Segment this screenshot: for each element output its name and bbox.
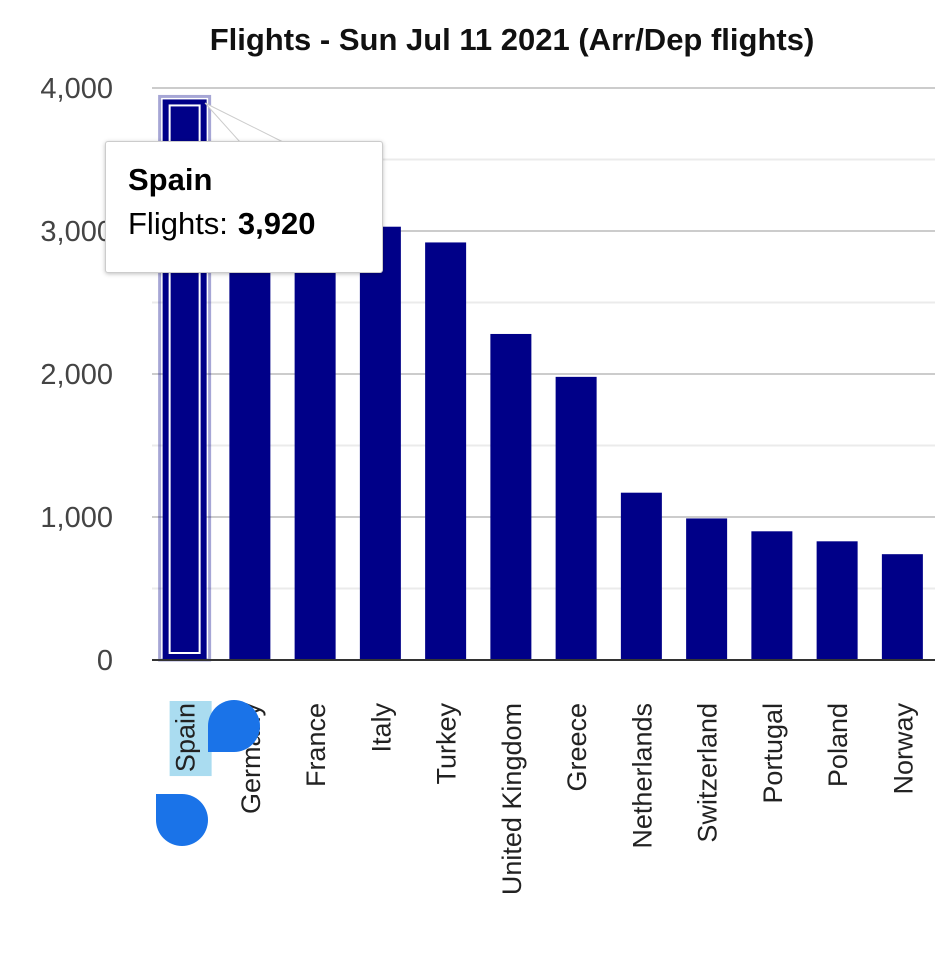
chart-title: Flights - Sun Jul 11 2021 (Arr/Dep fligh… bbox=[210, 22, 815, 57]
bar bbox=[229, 238, 271, 660]
y-tick-label: 0 bbox=[97, 645, 113, 677]
y-tick-label: 3,000 bbox=[40, 216, 113, 248]
bar-highlight-outline bbox=[168, 104, 201, 654]
x-tick-label: Italy bbox=[366, 703, 396, 753]
x-axis-ticks: Spain Germany France Italy Turkey United King… bbox=[171, 703, 919, 896]
x-tick-label: Norway bbox=[888, 703, 918, 795]
tooltip-category: Spain bbox=[128, 162, 213, 197]
x-label-selection bbox=[169, 701, 212, 777]
x-tick-label-selection bbox=[169, 701, 212, 777]
tooltip-pointer bbox=[204, 102, 284, 143]
y-axis-ticks: 0 1,000 2,000 3,000 4,000 bbox=[40, 73, 113, 677]
tooltip-row: Flights: 3,920 bbox=[128, 206, 360, 242]
x-tick-label: Netherlands bbox=[627, 703, 657, 849]
x-tick-label: Greece bbox=[562, 703, 592, 792]
x-tick-label: Switzerland bbox=[693, 703, 723, 843]
x-tick-label: Portugal bbox=[758, 703, 788, 804]
tooltip-label: Flights: bbox=[128, 206, 228, 241]
tooltip-value: 3,920 bbox=[237, 206, 316, 241]
bar bbox=[425, 242, 467, 660]
x-tick-label: United Kingdom bbox=[497, 703, 527, 895]
bar bbox=[490, 333, 532, 660]
bar bbox=[816, 541, 858, 660]
selection-handle-top-icon[interactable] bbox=[208, 700, 260, 752]
bar bbox=[881, 554, 923, 660]
x-tick-label: Spain bbox=[171, 703, 201, 772]
selection-handle-bottom-icon[interactable] bbox=[156, 794, 208, 846]
bar bbox=[751, 531, 793, 660]
y-tick-label: 2,000 bbox=[40, 359, 113, 391]
tooltip: Spain Flights: 3,920 bbox=[105, 141, 383, 273]
bar bbox=[359, 226, 401, 660]
y-tick-label: 1,000 bbox=[40, 502, 113, 534]
x-tick-label: Turkey bbox=[432, 703, 462, 785]
x-tick-label: Poland bbox=[823, 703, 853, 787]
bar bbox=[294, 238, 336, 660]
bar bbox=[555, 376, 597, 660]
x-tick-label: France bbox=[301, 703, 331, 787]
y-tick-label: 4,000 bbox=[40, 73, 113, 105]
bar bbox=[620, 492, 662, 660]
bar bbox=[686, 518, 728, 660]
